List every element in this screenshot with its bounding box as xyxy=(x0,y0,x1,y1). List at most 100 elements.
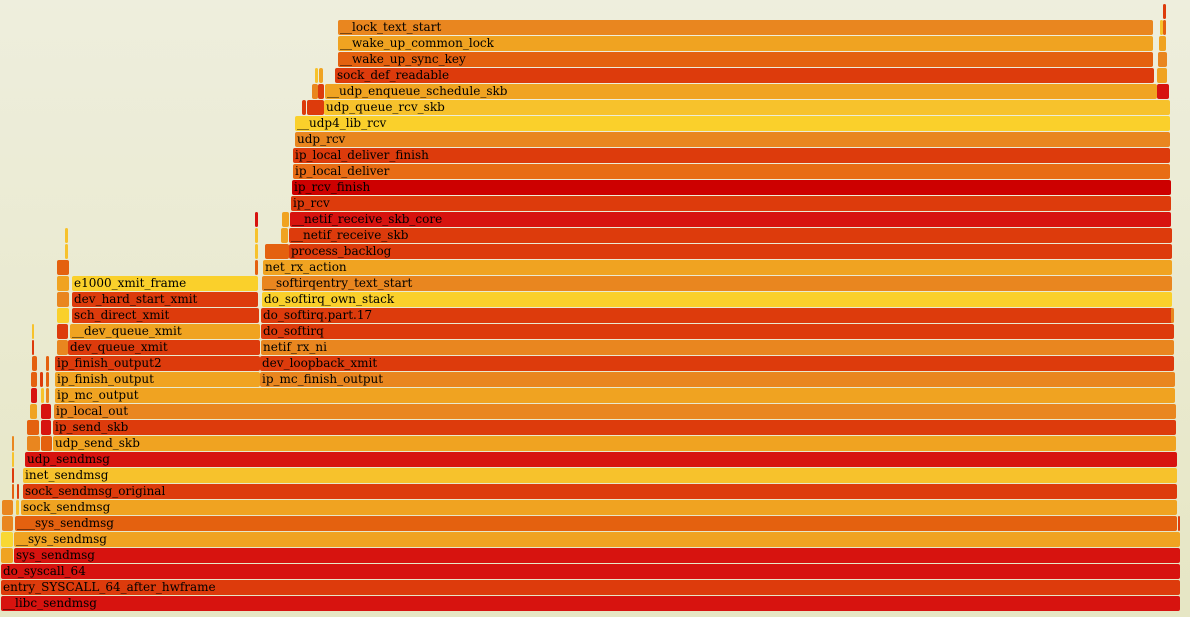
stack-frame[interactable] xyxy=(1,548,13,563)
stack-frame[interactable] xyxy=(318,84,324,99)
stack-frame[interactable]: ip_send_skb xyxy=(53,420,1176,435)
stack-frame[interactable] xyxy=(17,484,19,499)
stack-frame[interactable]: __netif_receive_skb_core xyxy=(290,212,1171,227)
stack-frame[interactable] xyxy=(32,340,34,355)
stack-frame[interactable] xyxy=(1160,20,1163,35)
stack-frame[interactable] xyxy=(1159,36,1166,51)
stack-frame[interactable] xyxy=(32,324,34,339)
stack-frame[interactable]: do_softirq xyxy=(261,324,1174,339)
stack-frame[interactable] xyxy=(255,228,258,243)
stack-frame[interactable] xyxy=(255,212,258,227)
stack-frame[interactable] xyxy=(27,420,39,435)
stack-frame[interactable]: ip_rcv xyxy=(291,196,1171,211)
stack-frame[interactable] xyxy=(255,260,258,275)
stack-frame[interactable]: do_softirq_own_stack xyxy=(262,292,1172,307)
stack-frame[interactable]: __wake_up_sync_key xyxy=(338,52,1153,67)
stack-frame[interactable] xyxy=(30,404,37,419)
stack-frame[interactable] xyxy=(41,388,44,403)
stack-frame[interactable] xyxy=(1163,20,1166,35)
stack-frame[interactable] xyxy=(41,436,52,451)
stack-frame[interactable] xyxy=(312,84,318,99)
stack-frame[interactable] xyxy=(46,388,49,403)
stack-frame[interactable]: ip_mc_output xyxy=(55,388,1175,403)
stack-frame[interactable]: do_softirq.part.17 xyxy=(261,308,1173,323)
stack-frame[interactable] xyxy=(40,372,43,387)
stack-frame[interactable]: dev_hard_start_xmit xyxy=(72,292,258,307)
stack-frame[interactable] xyxy=(41,404,51,419)
stack-frame[interactable] xyxy=(1158,52,1167,67)
stack-frame[interactable] xyxy=(307,100,324,115)
stack-frame[interactable] xyxy=(315,68,318,83)
stack-frame[interactable]: udp_sendmsg xyxy=(25,452,1177,467)
stack-frame[interactable]: udp_queue_rcv_skb xyxy=(324,100,1170,115)
stack-frame[interactable] xyxy=(2,500,13,515)
stack-frame[interactable] xyxy=(12,452,14,467)
stack-frame[interactable] xyxy=(12,468,14,483)
stack-frame[interactable]: dev_queue_xmit xyxy=(68,340,260,355)
stack-frame[interactable]: process_backlog xyxy=(289,244,1172,259)
stack-frame[interactable] xyxy=(302,100,306,115)
stack-frame[interactable]: ip_local_deliver xyxy=(293,164,1170,179)
stack-frame[interactable] xyxy=(57,308,69,323)
stack-frame[interactable]: net_rx_action xyxy=(263,260,1172,275)
stack-frame[interactable]: sys_sendmsg xyxy=(14,548,1180,563)
stack-frame[interactable]: __wake_up_common_lock xyxy=(338,36,1153,51)
stack-frame[interactable] xyxy=(65,228,68,243)
stack-frame[interactable]: sch_direct_xmit xyxy=(72,308,259,323)
stack-frame[interactable] xyxy=(31,372,37,387)
stack-frame[interactable]: netif_rx_ni xyxy=(261,340,1174,355)
stack-frame[interactable]: sock_sendmsg xyxy=(21,500,1177,515)
stack-frame[interactable] xyxy=(57,324,68,339)
stack-frame[interactable] xyxy=(57,276,69,291)
stack-frame[interactable]: ip_finish_output xyxy=(55,372,260,387)
stack-frame[interactable] xyxy=(1178,516,1180,531)
stack-frame[interactable] xyxy=(31,388,37,403)
stack-frame[interactable] xyxy=(265,244,289,259)
stack-frame[interactable]: dev_loopback_xmit xyxy=(260,356,1174,371)
stack-frame[interactable] xyxy=(281,228,288,243)
stack-frame[interactable]: __udp4_lib_rcv xyxy=(295,116,1170,131)
stack-frame[interactable] xyxy=(32,356,37,371)
stack-frame[interactable]: entry_SYSCALL_64_after_hwframe xyxy=(1,580,1180,595)
stack-frame[interactable]: inet_sendmsg xyxy=(23,468,1177,483)
stack-frame[interactable]: do_syscall_64 xyxy=(1,564,1180,579)
stack-frame[interactable] xyxy=(57,260,69,275)
stack-frame[interactable]: ip_rcv_finish xyxy=(292,180,1171,195)
stack-frame[interactable] xyxy=(16,500,19,515)
stack-frame[interactable] xyxy=(1163,4,1166,19)
stack-frame[interactable] xyxy=(2,516,13,531)
stack-frame[interactable] xyxy=(1157,68,1167,83)
stack-frame[interactable]: __netif_receive_skb xyxy=(289,228,1172,243)
stack-frame[interactable]: __dev_queue_xmit xyxy=(70,324,260,339)
stack-frame[interactable]: e1000_xmit_frame xyxy=(72,276,258,291)
stack-frame[interactable]: ip_local_out xyxy=(54,404,1176,419)
stack-frame[interactable]: udp_send_skb xyxy=(53,436,1176,451)
stack-frame[interactable]: __sys_sendmsg xyxy=(14,532,1180,547)
stack-frame[interactable]: sock_sendmsg_original xyxy=(23,484,1177,499)
stack-frame[interactable] xyxy=(1157,84,1169,99)
stack-frame[interactable] xyxy=(57,292,69,307)
stack-frame[interactable]: ___sys_sendmsg xyxy=(15,516,1177,531)
stack-frame[interactable] xyxy=(1,532,13,547)
stack-frame[interactable] xyxy=(1171,308,1174,323)
stack-frame[interactable] xyxy=(255,244,258,259)
stack-frame[interactable]: udp_rcv xyxy=(295,132,1170,147)
stack-frame[interactable] xyxy=(65,244,68,259)
stack-frame[interactable] xyxy=(282,212,289,227)
stack-frame[interactable]: ip_mc_finish_output xyxy=(260,372,1175,387)
stack-frame[interactable] xyxy=(27,436,40,451)
stack-frame[interactable]: __softirqentry_text_start xyxy=(262,276,1172,291)
stack-frame[interactable]: __udp_enqueue_schedule_skb xyxy=(325,84,1157,99)
stack-frame[interactable] xyxy=(46,372,49,387)
stack-frame[interactable] xyxy=(57,340,68,355)
stack-frame[interactable] xyxy=(319,68,323,83)
stack-frame[interactable] xyxy=(46,356,49,371)
stack-frame[interactable]: __libc_sendmsg xyxy=(1,596,1180,611)
stack-frame[interactable] xyxy=(12,484,14,499)
stack-frame[interactable] xyxy=(41,420,51,435)
stack-frame[interactable] xyxy=(12,436,14,451)
stack-frame[interactable]: sock_def_readable xyxy=(335,68,1154,83)
stack-frame[interactable]: ip_finish_output2 xyxy=(55,356,260,371)
stack-frame[interactable]: __lock_text_start xyxy=(338,20,1153,35)
stack-frame[interactable]: ip_local_deliver_finish xyxy=(293,148,1170,163)
